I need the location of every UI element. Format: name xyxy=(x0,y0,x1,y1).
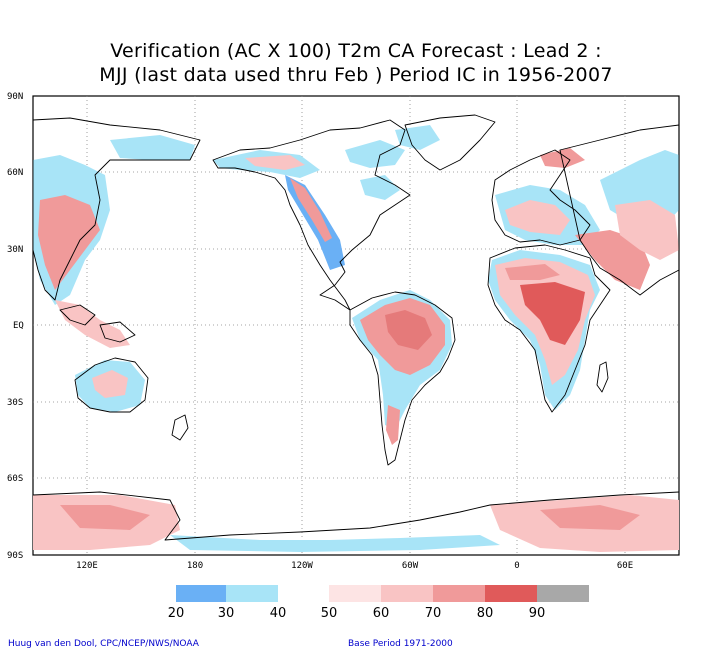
coast-south-america xyxy=(349,291,456,466)
shade-australia-pink xyxy=(92,370,128,398)
legend-label-90: 90 xyxy=(529,606,546,621)
color-legend: 20 30 40 50 60 70 80 90 xyxy=(168,585,589,621)
chart-title-line-1: Verification (AC X 100) T2m CA Forecast … xyxy=(110,40,602,62)
lon-label-120W: 120W xyxy=(291,561,313,571)
footer-credit: Huug van den Dool, CPC/NCEP/NWS/NOAA xyxy=(8,639,199,649)
coast-asia xyxy=(559,124,680,296)
latitude-labels: 90N 60N 30N EQ 30S 60S 90S xyxy=(7,92,24,561)
shade-seasia-pink xyxy=(55,300,130,348)
legend-label-80: 80 xyxy=(477,606,494,621)
legend-label-40: 40 xyxy=(270,606,287,621)
coast-antarctica xyxy=(32,491,680,541)
lat-label-30S: 30S xyxy=(7,398,23,408)
shade-antarctica-west-core xyxy=(60,505,150,530)
shade-centralasia-mixed xyxy=(615,200,679,260)
legend-label-20: 20 xyxy=(168,606,185,621)
coast-australia xyxy=(74,357,149,413)
shade-patagonia-pink xyxy=(386,405,400,445)
coast-new-zealand xyxy=(171,414,189,441)
coast-africa xyxy=(487,244,611,413)
lat-label-30N: 30N xyxy=(7,245,23,255)
shade-greenland-blue xyxy=(395,125,440,150)
lon-label-0: 0 xyxy=(514,561,519,571)
lon-label-180: 180 xyxy=(187,561,203,571)
lon-label-60W: 60W xyxy=(402,561,419,571)
shade-rockies-pink xyxy=(290,178,332,242)
legend-swatch-7 xyxy=(537,585,589,602)
coast-se-asia-islands xyxy=(59,304,136,343)
legend-label-60: 60 xyxy=(373,606,390,621)
lon-label-120E: 120E xyxy=(76,561,98,571)
shade-amazon-core xyxy=(385,310,432,350)
legend-label-30: 30 xyxy=(218,606,235,621)
lat-label-60N: 60N xyxy=(7,168,23,178)
legend-swatch-3 xyxy=(329,585,381,602)
shade-europe-pink xyxy=(505,200,570,235)
lat-label-60S: 60S xyxy=(7,474,23,484)
coast-greenland xyxy=(404,114,496,171)
legend-label-70: 70 xyxy=(425,606,442,621)
coastlines xyxy=(32,114,680,541)
shade-sahara-mid xyxy=(505,264,560,280)
legend-swatch-1 xyxy=(226,585,278,602)
longitude-labels: 120E 180 120W 60W 0 60E xyxy=(76,561,633,571)
shade-antarctica-blue-band xyxy=(170,535,500,552)
coast-east-asia xyxy=(32,117,201,301)
shade-eastasia-pink xyxy=(38,195,100,290)
lat-label-EQ: EQ xyxy=(13,321,24,331)
shade-eastsiberia-blue xyxy=(110,135,195,160)
legend-swatch-5 xyxy=(433,585,485,602)
legend-swatch-4 xyxy=(381,585,433,602)
coast-north-america xyxy=(212,119,411,311)
coast-madagascar xyxy=(596,361,609,393)
legend-swatch-2 xyxy=(278,585,329,602)
shade-africa-core xyxy=(520,282,585,345)
shade-siberia-pink xyxy=(540,148,585,168)
legend-label-50: 50 xyxy=(321,606,338,621)
legend-swatch-0 xyxy=(176,585,226,602)
footer-base-period: Base Period 1971-2000 xyxy=(348,639,453,649)
lat-label-90S: 90S xyxy=(7,551,23,561)
coast-europe xyxy=(491,149,591,246)
shade-alaska-pink xyxy=(245,155,305,170)
lon-label-60E: 60E xyxy=(617,561,633,571)
shade-canada-blue xyxy=(345,140,405,168)
shade-mideast-pink xyxy=(575,230,650,290)
lat-label-90N: 90N xyxy=(7,92,23,102)
shade-hudson-blue xyxy=(360,175,400,200)
chart-title-line-2: MJJ (last data used thru Feb ) Period IC… xyxy=(99,64,613,86)
correlation-shading xyxy=(33,125,679,552)
shade-antarctica-east-core xyxy=(540,505,640,530)
legend-swatch-6 xyxy=(485,585,537,602)
